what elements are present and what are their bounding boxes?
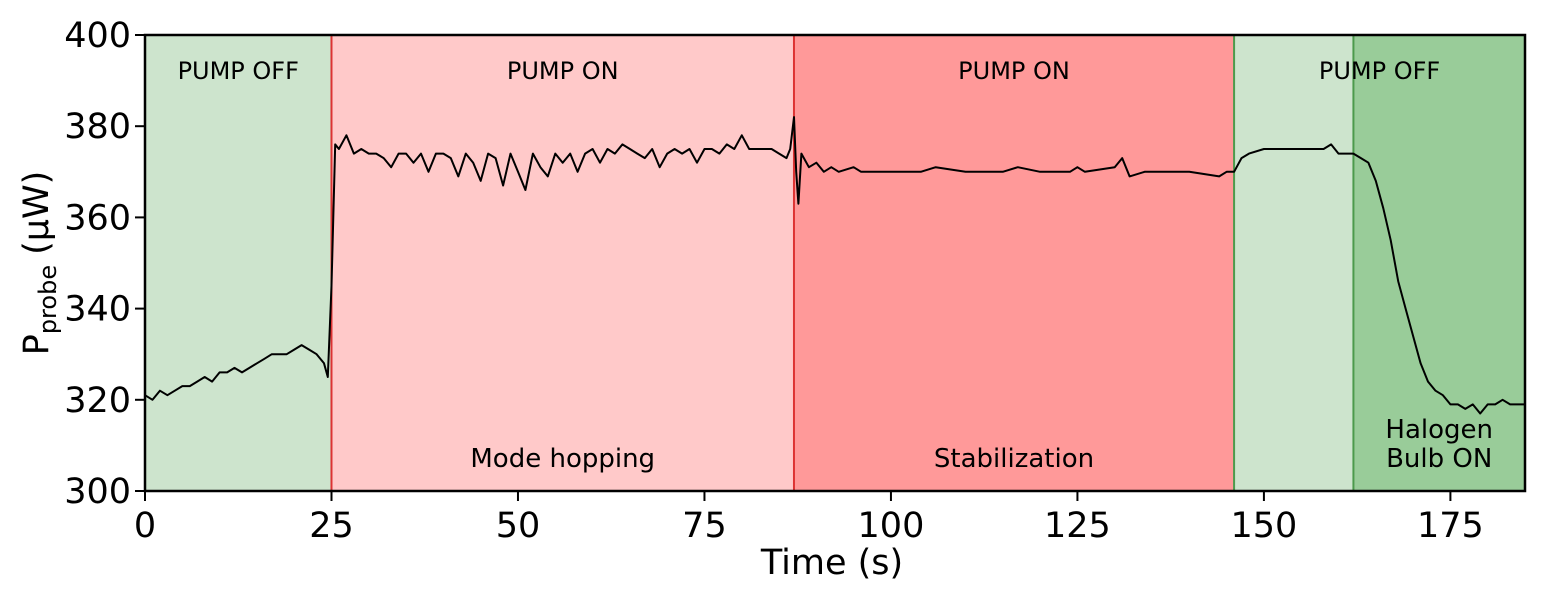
region-note: Halogen xyxy=(1385,415,1493,445)
region xyxy=(145,35,332,491)
phase-label: PUMP ON xyxy=(958,57,1070,85)
region-note: Bulb ON xyxy=(1386,444,1492,474)
y-tick-label: 400 xyxy=(64,16,131,56)
y-label-main: P xyxy=(17,334,57,355)
y-tick-label: 380 xyxy=(64,107,131,147)
y-axis-label: Pprobe (μW) xyxy=(17,171,62,356)
x-tick-label: 125 xyxy=(1044,506,1111,546)
y-tick-label: 320 xyxy=(64,381,131,421)
x-axis-label: Time (s) xyxy=(760,543,903,583)
plot-frame xyxy=(143,33,1527,493)
phase-label: PUMP ON xyxy=(507,57,619,85)
plot xyxy=(143,33,1527,493)
y-label-sub: probe xyxy=(34,265,62,334)
region-note: Mode hopping xyxy=(470,444,655,474)
region-note: Stabilization xyxy=(934,444,1094,474)
phase-label: PUMP OFF xyxy=(178,57,299,85)
x-tick-label: 50 xyxy=(496,506,541,546)
x-tick-label: 175 xyxy=(1417,506,1484,546)
y-tick-label: 340 xyxy=(64,290,131,330)
x-tick-label: 75 xyxy=(682,506,727,546)
region xyxy=(1234,35,1354,491)
y-tick-label: 300 xyxy=(64,472,131,512)
y-label-unit: (μW) xyxy=(17,171,57,255)
phase-label: PUMP OFF xyxy=(1319,57,1440,85)
x-tick-label: 150 xyxy=(1231,506,1298,546)
region xyxy=(793,35,1235,491)
x-tick-label: 25 xyxy=(309,506,354,546)
x-tick-label: 0 xyxy=(134,506,156,546)
y-tick-label: 360 xyxy=(64,198,131,238)
region xyxy=(1353,35,1525,491)
data-line xyxy=(144,116,1525,415)
x-tick-label: 100 xyxy=(858,506,925,546)
region xyxy=(331,35,794,491)
